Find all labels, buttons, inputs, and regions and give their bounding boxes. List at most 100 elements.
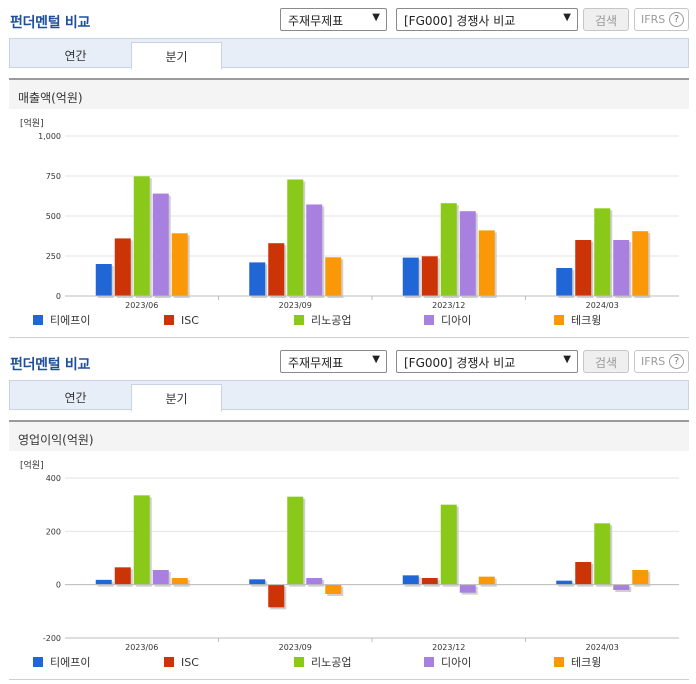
statement-type-select[interactable]: 주재무제표 ▼: [280, 350, 387, 373]
bar: [268, 243, 285, 296]
bar: [152, 193, 169, 296]
bar: [306, 578, 323, 585]
x-tick-label: 2023/06: [125, 643, 158, 652]
legend-swatch: [33, 315, 43, 325]
chevron-down-icon: ▼: [563, 12, 571, 23]
legend-swatch: [424, 315, 434, 325]
bar: [249, 579, 266, 585]
operating-profit-bar-chart: [억원] -200 0 200 400 2023/06 2023/09 2023/12 2024…: [20, 459, 679, 669]
chevron-down-icon: ▼: [372, 354, 380, 365]
bar: [594, 208, 611, 296]
y-tick-label: 250: [46, 252, 61, 261]
legend-label: 리노공업: [311, 656, 351, 669]
tab-annual[interactable]: 연간: [64, 391, 87, 405]
bar: [613, 240, 630, 296]
bar: [171, 578, 188, 585]
x-tick-label: 2023/12: [432, 643, 465, 652]
revenue-bar-chart: [억원] 0 250 500 750 1,000 2023/06 2023/09 2023/12…: [20, 117, 679, 327]
bar: [95, 264, 112, 296]
bar: [440, 203, 457, 296]
x-tick-label: 2023/12: [432, 301, 465, 310]
fundamental-section-operating-profit: 펀더멘털 비교 주재무제표 ▼ [FG000] 경쟁사 비교 ▼ 검색 IFRS…: [0, 342, 696, 684]
help-icon: ?: [669, 354, 684, 369]
statement-type-value: 주재무제표: [288, 14, 344, 28]
section-header: 펀더멘털 비교 주재무제표 ▼ [FG000] 경쟁사 비교 ▼ 검색 IFRS…: [0, 0, 696, 38]
legend-label: ISC: [181, 656, 199, 669]
bar: [402, 575, 419, 585]
legend-label: ISC: [181, 314, 199, 327]
tab-quarterly[interactable]: 분기: [131, 42, 222, 70]
legend-swatch: [33, 657, 43, 667]
y-tick-label: 0: [56, 581, 61, 590]
bar: [249, 262, 266, 296]
legend-label: 테크윙: [571, 314, 601, 327]
legend-label: 티에프이: [50, 656, 90, 669]
bar: [575, 562, 592, 585]
tab-quarterly[interactable]: 분기: [131, 384, 222, 412]
bar: [287, 179, 304, 296]
bar: [613, 584, 630, 590]
bar: [325, 584, 342, 594]
section-title: 펀더멘털 비교: [10, 15, 91, 31]
bar: [478, 576, 495, 585]
section-header: 펀더멘털 비교 주재무제표 ▼ [FG000] 경쟁사 비교 ▼ 검색 IFRS…: [0, 342, 696, 380]
search-button[interactable]: 검색: [583, 8, 629, 31]
ifrs-help-button[interactable]: IFRS ?: [634, 8, 689, 31]
bar: [133, 495, 150, 585]
legend-swatch: [164, 315, 174, 325]
ifrs-help-button[interactable]: IFRS ?: [634, 350, 689, 373]
bar: [95, 579, 112, 585]
legend-label: 티에프이: [50, 314, 90, 327]
y-tick-label: 200: [46, 527, 61, 536]
bar: [440, 504, 457, 585]
legend-swatch: [294, 657, 304, 667]
ifrs-label: IFRS: [641, 13, 666, 26]
chevron-down-icon: ▼: [372, 12, 380, 23]
bar: [133, 176, 150, 296]
legend-label: 리노공업: [311, 314, 351, 327]
bar: [268, 584, 285, 608]
bar: [421, 256, 438, 296]
legend-swatch: [164, 657, 174, 667]
bar: [306, 204, 323, 296]
legend-label: 디아이: [441, 314, 471, 327]
x-tick-label: 2023/09: [279, 643, 312, 652]
x-tick-label: 2023/06: [125, 301, 158, 310]
y-tick-label: 500: [46, 212, 61, 221]
fundamental-section-revenue: 펀더멘털 비교 주재무제표 ▼ [FG000] 경쟁사 비교 ▼ 검색 IFRS…: [0, 0, 696, 338]
tab-annual[interactable]: 연간: [64, 49, 87, 63]
bar: [171, 233, 188, 296]
legend-label: 디아이: [441, 656, 471, 669]
search-button[interactable]: 검색: [583, 350, 629, 373]
comparison-group-select[interactable]: [FG000] 경쟁사 비교 ▼: [396, 8, 578, 31]
x-tick-label: 2024/03: [586, 643, 619, 652]
comparison-group-value: [FG000] 경쟁사 비교: [404, 356, 516, 370]
statement-type-select[interactable]: 주재무제표 ▼: [280, 8, 387, 31]
chart-title: 매출액(억원): [18, 91, 83, 105]
y-tick-label: 1,000: [38, 132, 61, 141]
x-tick-label: 2023/09: [279, 301, 312, 310]
bar: [478, 230, 495, 296]
legend-label: 테크윙: [571, 656, 601, 669]
bar: [632, 570, 649, 585]
bar: [325, 257, 342, 296]
y-tick-label: -200: [43, 634, 61, 643]
chart-title: 영업이익(억원): [18, 433, 94, 447]
bar: [575, 240, 592, 296]
comparison-group-select[interactable]: [FG000] 경쟁사 비교 ▼: [396, 350, 578, 373]
period-tabs: 연간 분기: [9, 380, 689, 412]
divider: [9, 337, 689, 338]
bar: [556, 580, 573, 585]
bar: [421, 578, 438, 585]
bar: [594, 523, 611, 585]
section-title: 펀더멘털 비교: [10, 357, 91, 373]
chart-header: 영업이익(억원): [9, 420, 689, 451]
chart-header: 매출액(억원): [9, 78, 689, 109]
divider: [9, 679, 689, 680]
legend-swatch: [294, 315, 304, 325]
bar: [459, 211, 476, 296]
y-tick-label: 400: [46, 474, 61, 483]
bar: [632, 231, 649, 296]
help-icon: ?: [669, 12, 684, 27]
bar: [152, 570, 169, 585]
